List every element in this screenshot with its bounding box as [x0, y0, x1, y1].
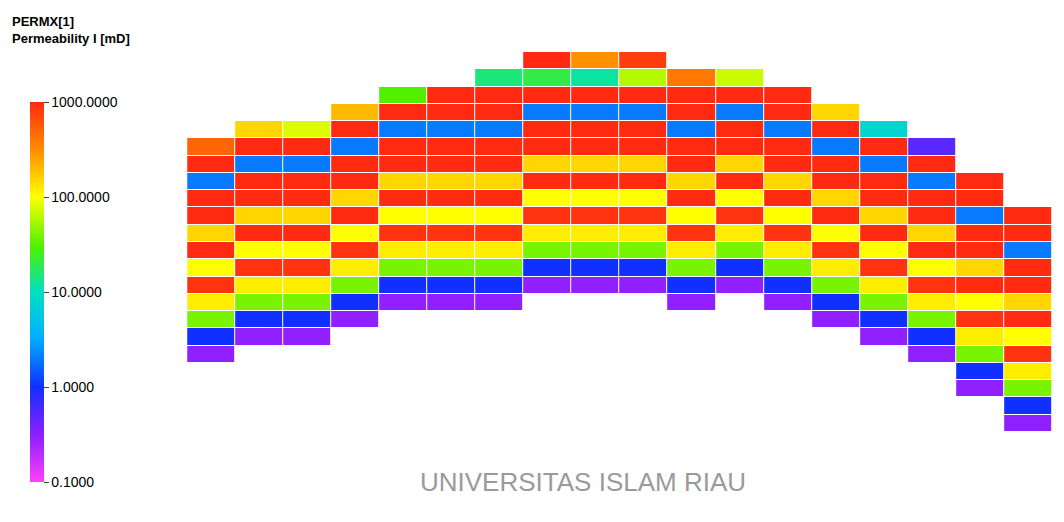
svg-text:PERMX[1]Permeability I [mD]: PERMX[1]Permeability I [mD]: [12, 14, 130, 46]
svg-text:10.0000: 10.0000: [51, 284, 102, 300]
svg-text:UNIVERSITAS ISLAM RIAU: UNIVERSITAS ISLAM RIAU: [420, 467, 746, 497]
svg-text:1000.0000: 1000.0000: [51, 94, 117, 110]
svg-text:100.0000: 100.0000: [51, 189, 110, 205]
svg-text:0.1000: 0.1000: [51, 474, 94, 490]
svg-text:1.0000: 1.0000: [51, 379, 94, 395]
